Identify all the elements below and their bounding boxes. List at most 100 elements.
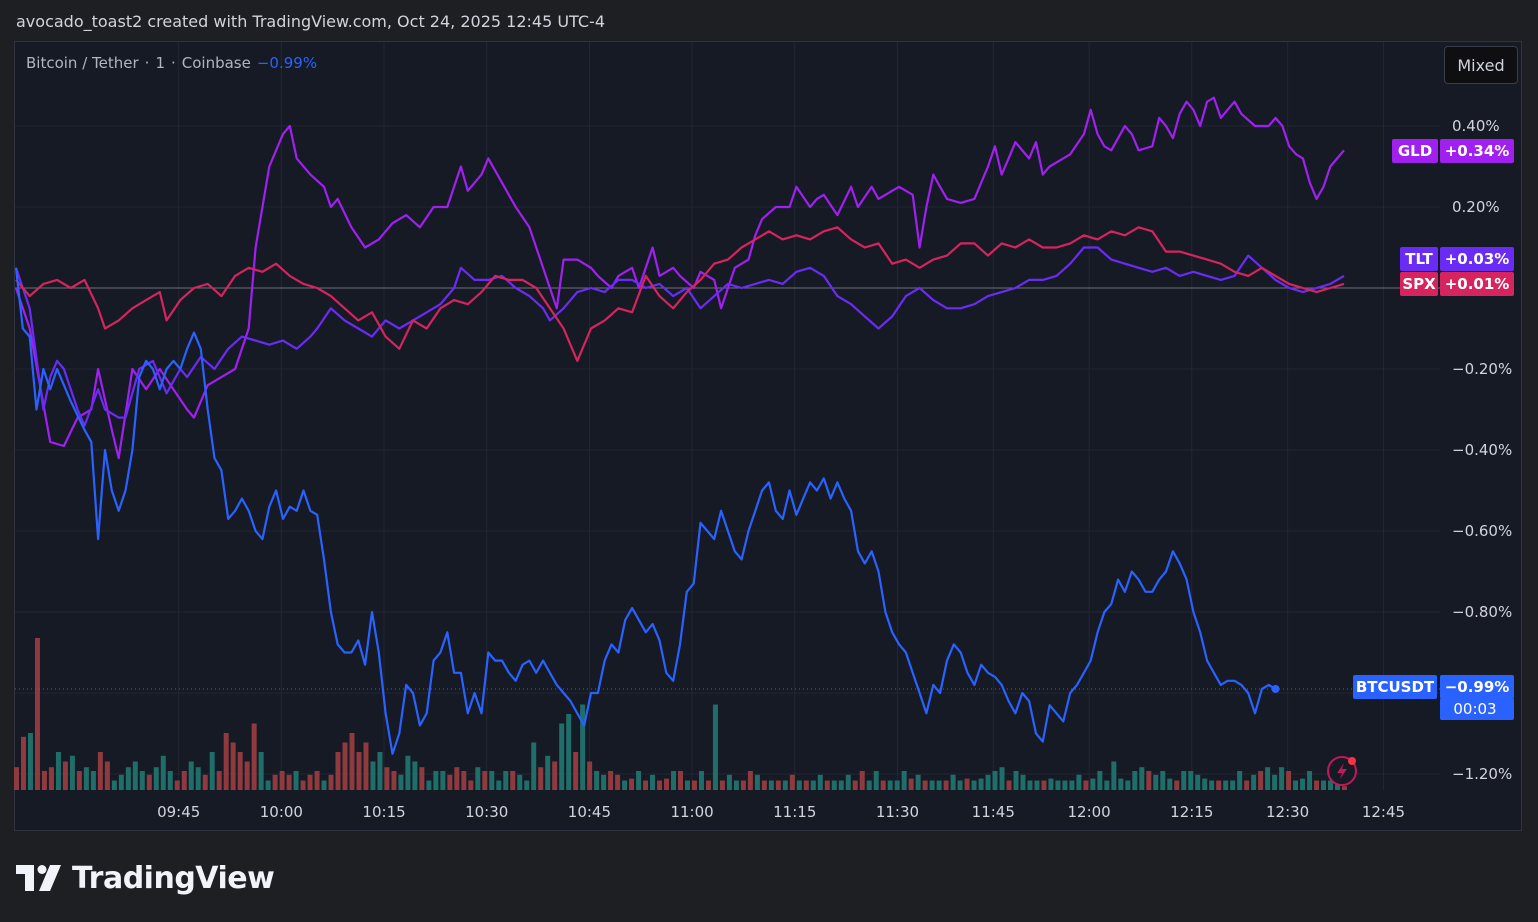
volume-bar	[363, 742, 369, 790]
volume-bar	[678, 771, 683, 790]
x-tick-label: 10:30	[465, 803, 508, 821]
volume-bar	[139, 771, 145, 790]
volume-bar	[838, 780, 844, 790]
volume-bar	[132, 761, 138, 790]
volume-bar	[34, 638, 40, 790]
volume-bar	[873, 771, 879, 790]
btc-countdown: 00:03	[1453, 700, 1496, 718]
series-tag-name-bg	[1400, 247, 1438, 271]
volume-bar	[279, 771, 285, 790]
volume-bar	[209, 752, 215, 790]
volume-bar	[859, 771, 865, 790]
volume-bar	[524, 780, 530, 790]
y-tick-label: −0.60%	[1452, 522, 1512, 540]
volume-bar	[761, 780, 767, 790]
series-tag-btcusdt[interactable]: BTCUSDT −0.99% 00:03	[1353, 675, 1514, 720]
mixed-mode-button[interactable]: Mixed	[1444, 46, 1518, 84]
volume-bar	[104, 761, 110, 790]
x-tick-label: 09:45	[157, 803, 200, 821]
volume-bar	[125, 767, 131, 790]
series-tag-value: −0.99%	[1445, 678, 1510, 696]
x-axis: 09:45 10:00 10:15 10:30 10:45 11:00 11:15 11:30…	[157, 803, 1405, 821]
volume-bar	[650, 774, 656, 790]
volume-bar	[195, 767, 201, 790]
volume-bar	[1202, 778, 1208, 790]
volume-bar	[922, 780, 928, 790]
chart-pane[interactable]	[14, 41, 1522, 831]
series-line-gld[interactable]	[14, 96, 1345, 460]
volume-bar	[747, 771, 753, 790]
volume-bar	[216, 771, 222, 790]
volume-bar	[1279, 767, 1285, 790]
volume-bar	[300, 780, 306, 790]
legend-separator: ·	[144, 54, 150, 72]
legend-symbol: Bitcoin / Tether	[26, 54, 139, 72]
volume-bar	[167, 771, 173, 790]
volume-bar	[146, 774, 152, 790]
legend-separator: ·	[170, 54, 176, 72]
volume-bar	[174, 780, 180, 790]
series-tag-name: SPX	[1402, 275, 1436, 293]
x-tick-label: 11:15	[773, 803, 816, 821]
volume-bar	[985, 774, 991, 790]
volume-bar	[559, 723, 565, 790]
volume-bar	[531, 742, 537, 790]
lightning-icon[interactable]	[1327, 756, 1357, 786]
volume-bar	[1097, 771, 1103, 790]
volume-bar	[538, 767, 544, 790]
series-line-spx[interactable]	[15, 226, 1345, 362]
volume-bar	[27, 733, 33, 790]
volume-bar	[1090, 778, 1096, 790]
x-tick-label: 10:45	[568, 803, 611, 821]
volume-bar	[1209, 780, 1215, 790]
volume-bar	[552, 761, 558, 790]
volume-bar	[1188, 771, 1194, 790]
volume-bar	[698, 771, 704, 790]
volume-bar	[782, 780, 788, 790]
series-tag-value-bg	[1440, 272, 1514, 296]
volume-bar	[580, 704, 586, 790]
volume-bar	[223, 733, 229, 790]
volume-bar	[14, 767, 19, 790]
volume-bar	[740, 780, 746, 790]
volume-bar	[908, 778, 914, 790]
volume-bar	[1335, 784, 1341, 790]
series-tag-tlt[interactable]: TLT +0.03%	[1400, 247, 1514, 271]
volume-bar	[999, 767, 1005, 790]
volume-bar	[62, 761, 68, 790]
volume-bar	[1083, 780, 1089, 790]
volume-bar	[768, 780, 774, 790]
volume-bar	[1174, 780, 1180, 790]
volume-bar	[489, 771, 495, 790]
volume-bar	[1153, 774, 1159, 790]
x-tick-label: 11:00	[670, 803, 713, 821]
volume-bar	[601, 774, 607, 790]
volume-bar	[1342, 786, 1347, 790]
volume-bar	[286, 774, 292, 790]
series-lines	[14, 96, 1345, 755]
volume-bar	[545, 755, 551, 790]
tradingview-logo-icon	[16, 865, 61, 891]
series-tag-spx[interactable]: SPX +0.01%	[1400, 272, 1514, 296]
volume-bar	[817, 774, 823, 790]
series-tag-gld[interactable]: GLD +0.34%	[1392, 139, 1514, 163]
series-tag-name: BTCUSDT	[1356, 678, 1435, 696]
legend-interval: 1	[155, 54, 165, 72]
volume-bar	[76, 771, 82, 790]
volume-bar	[629, 778, 635, 790]
series-legend[interactable]: Bitcoin / Tether · 1 · Coinbase −0.99%	[26, 54, 317, 72]
volume-bar	[733, 780, 739, 790]
volume-bar	[1230, 780, 1236, 790]
series-line-btcusdt[interactable]	[14, 267, 1277, 755]
volume-bars	[14, 638, 1347, 790]
series-tag-value: +0.01%	[1445, 275, 1510, 293]
tradingview-logo: TradingView	[16, 858, 275, 898]
y-tick-label: 0.20%	[1452, 198, 1500, 216]
volume-bar	[1104, 780, 1110, 790]
volume-bar	[419, 767, 425, 790]
volume-bar	[510, 771, 516, 790]
volume-bar	[461, 771, 467, 790]
series-tag-value: +0.03%	[1445, 250, 1510, 268]
volume-bar	[1069, 780, 1075, 790]
